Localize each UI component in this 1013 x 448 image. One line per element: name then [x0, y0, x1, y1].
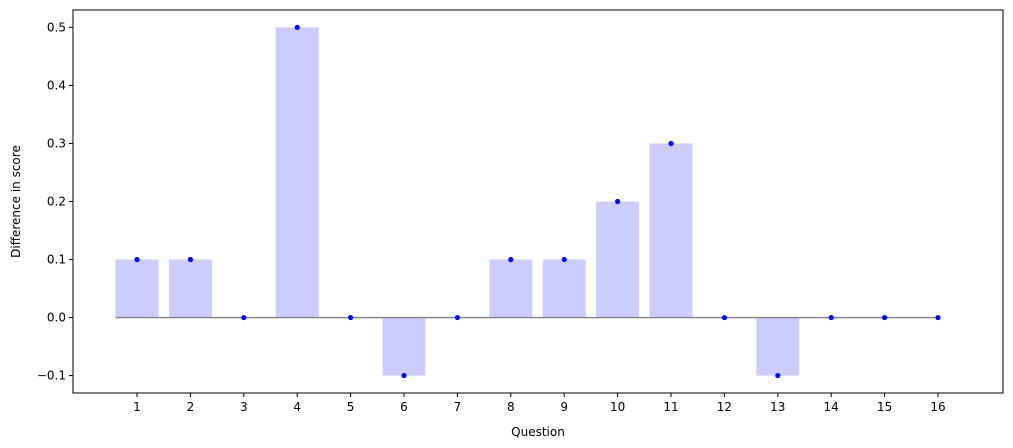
y-tick-label: −0.1 [37, 369, 66, 383]
point-q1 [134, 256, 140, 263]
x-tick-label: 10 [610, 400, 625, 414]
y-tick-label: 0.0 [47, 311, 66, 325]
point-q5 [348, 314, 354, 321]
point-q13 [775, 372, 781, 379]
point-q4 [294, 24, 300, 31]
bar-q2 [168, 259, 212, 318]
x-tick-label: 14 [824, 400, 839, 414]
y-axis-ticks: −0.1 0.0 0.1 0.2 0.3 0.4 0.5 [37, 20, 73, 383]
point-q2 [187, 256, 193, 263]
bar-q11 [649, 143, 693, 318]
x-tick-label: 12 [717, 400, 732, 414]
x-tick-label: 5 [347, 400, 355, 414]
bars-group [115, 27, 800, 376]
y-tick-label: 0.5 [47, 20, 66, 34]
x-tick-label: 7 [454, 400, 462, 414]
point-q9 [561, 256, 567, 263]
point-q12 [721, 314, 728, 321]
y-tick-label: 0.1 [47, 253, 66, 267]
x-tick-label: 1 [133, 400, 141, 414]
x-axis-label: Question [511, 425, 565, 439]
points-group [134, 24, 941, 379]
y-tick-label: 0.2 [47, 195, 66, 209]
bar-q13 [756, 317, 800, 376]
point-q8 [508, 256, 514, 263]
y-tick-label: 0.3 [47, 136, 66, 150]
point-q16 [935, 314, 941, 321]
point-q7 [454, 314, 460, 321]
x-tick-label: 3 [240, 400, 248, 414]
x-tick-label: 11 [663, 400, 678, 414]
x-tick-label: 13 [770, 400, 785, 414]
bar-q4 [275, 27, 319, 318]
bar-q10 [596, 201, 640, 318]
x-tick-label: 4 [293, 400, 301, 414]
point-q15 [882, 314, 888, 321]
y-tick-label: 0.4 [47, 78, 66, 92]
bar-q9 [542, 259, 586, 318]
point-q11 [668, 140, 674, 147]
point-q3 [241, 314, 247, 321]
x-axis-ticks: 1 2 3 4 5 6 7 8 9 10 11 12 13 14 15 16 [133, 393, 946, 414]
x-tick-label: 2 [187, 400, 195, 414]
point-q14 [828, 314, 834, 321]
x-tick-label: 8 [507, 400, 515, 414]
point-q6 [401, 372, 407, 379]
bar-q8 [489, 259, 533, 318]
x-tick-label: 15 [877, 400, 892, 414]
x-tick-label: 9 [560, 400, 568, 414]
x-tick-label: 16 [930, 400, 945, 414]
point-q10 [615, 198, 621, 205]
bar-q6 [382, 317, 426, 376]
y-axis-label: Difference in score [9, 145, 23, 258]
bar-q1 [115, 259, 159, 318]
plot-area [73, 10, 1003, 393]
x-tick-label: 6 [400, 400, 408, 414]
